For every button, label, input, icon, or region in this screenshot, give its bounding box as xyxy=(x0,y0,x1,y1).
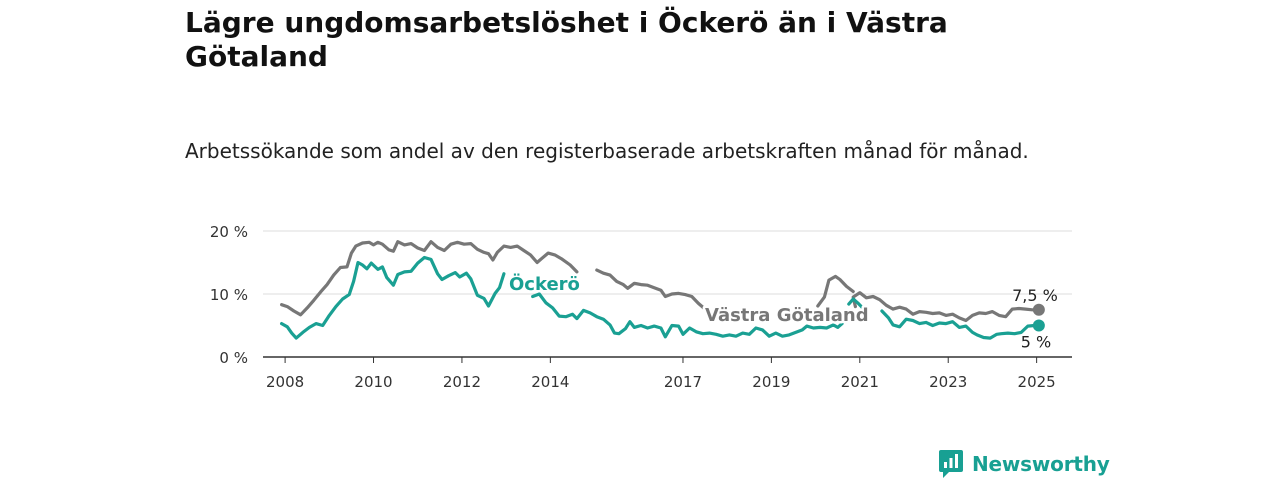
x-tick-label: 2017 xyxy=(664,373,702,391)
newsworthy-icon xyxy=(939,450,963,478)
series-label-ockero: Öckerö xyxy=(509,273,580,295)
end-label-vastra-gotaland: 7,5 % xyxy=(1012,286,1058,305)
x-tick-label: 2023 xyxy=(929,373,967,391)
x-tick-label: 2014 xyxy=(531,373,569,391)
x-tick-label: 2010 xyxy=(354,373,392,391)
series-label-vastra-gotaland: Västra Götaland xyxy=(705,305,869,326)
y-tick-label: 20 % xyxy=(210,223,248,241)
brand-name: Newsworthy xyxy=(972,452,1110,476)
x-tick-label: 2021 xyxy=(841,373,879,391)
chart-subtitle: Arbetssökande som andel av den registerb… xyxy=(185,139,1029,163)
end-label-ockero: 5 % xyxy=(1021,333,1051,352)
series-line-v-stra-g-taland-segment xyxy=(816,274,855,308)
series-lines xyxy=(280,240,1045,340)
x-tick-label: 2008 xyxy=(266,373,304,391)
x-tick-label: 2012 xyxy=(443,373,481,391)
series-line-v-stra-g-taland xyxy=(280,240,1041,323)
end-point-v-stra-g-taland xyxy=(1032,303,1045,316)
axes: 0 % 10 % 20 % 2008 2010 2012 2014 2017 2019 2021 2… xyxy=(210,223,1072,391)
grid-lines xyxy=(263,230,1072,295)
end-point-cker xyxy=(1032,319,1045,332)
newsworthy-logo: Newsworthy xyxy=(938,449,1110,479)
series-labels: 7,5 % 5 % Västra Götaland Öckerö xyxy=(507,271,1058,352)
x-tick-label: 2025 xyxy=(1018,373,1056,391)
y-tick-label: 10 % xyxy=(210,286,248,304)
series-line-cker xyxy=(280,255,1041,340)
x-tick-label: 2019 xyxy=(752,373,790,391)
chart-title: Lägre ungdomsarbetslöshet i Öckerö än i … xyxy=(185,6,948,73)
series-line-cker-segment xyxy=(847,297,864,309)
y-tick-label: 0 % xyxy=(219,349,248,367)
